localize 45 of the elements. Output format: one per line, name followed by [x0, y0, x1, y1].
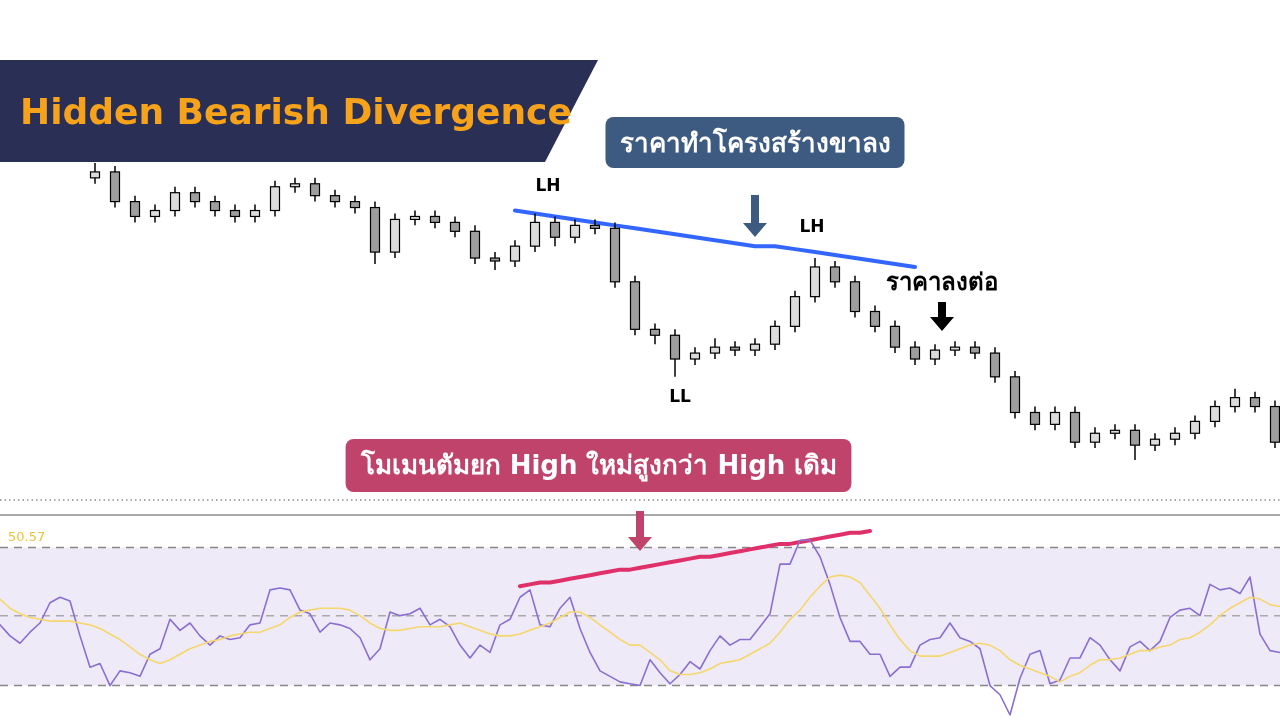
candlestick: [209, 194, 221, 218]
candlestick: [169, 186, 181, 218]
candlestick: [589, 218, 601, 236]
candlestick: [409, 209, 421, 227]
candlestick: [189, 186, 201, 209]
candlestick: [729, 340, 741, 357]
annotation: LH: [535, 175, 561, 195]
candlestick: [669, 328, 681, 378]
candlestick: [869, 304, 881, 334]
text: ราคาทำโครงสร้างขาลง: [619, 127, 891, 158]
candlestick: [989, 346, 1001, 384]
candlestick: [889, 319, 901, 354]
candlestick: [769, 319, 781, 351]
candlestick: [89, 162, 101, 185]
candlestick: [1229, 387, 1241, 414]
candlestick: [549, 215, 561, 247]
candlestick: [309, 177, 321, 203]
candlestick: [1209, 399, 1221, 429]
candlestick: [289, 177, 301, 194]
candlestick: [129, 194, 141, 224]
candlestick: [509, 239, 521, 268]
candlestick: [269, 180, 281, 218]
candlestick: [1109, 423, 1121, 440]
candlestick: [1029, 405, 1041, 432]
candlestick: [1049, 405, 1061, 432]
annotation: LH: [799, 216, 825, 236]
candlestick: [949, 340, 961, 357]
candlestick: [529, 212, 541, 253]
annotation: 50.57: [8, 529, 46, 544]
candlestick: [1249, 390, 1261, 414]
candlestick: [709, 337, 721, 360]
annotation: LL: [669, 386, 691, 406]
annotation: โมเมนตัมยก High ใหม่สูงกว่า High เดิม: [359, 449, 838, 482]
candlestick: [569, 218, 581, 244]
chart-title: Hidden Bearish Divergence: [20, 91, 572, 132]
candlestick: [829, 260, 841, 289]
candlestick: [929, 343, 941, 366]
candlestick: [649, 322, 661, 345]
candlestick: [909, 340, 921, 366]
candlestick: [1129, 423, 1141, 461]
candlestick: [489, 251, 501, 271]
candlestick: [1089, 426, 1101, 449]
candlestick: [1189, 414, 1201, 440]
annotation: ราคาลงต่อ: [886, 268, 998, 296]
candlestick: [449, 215, 461, 238]
